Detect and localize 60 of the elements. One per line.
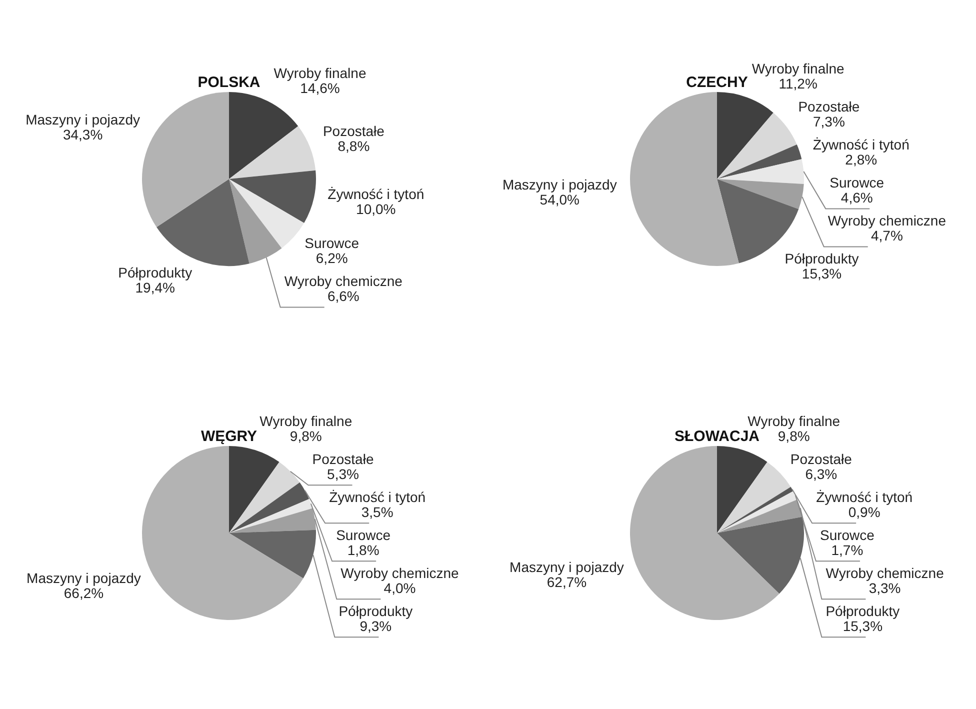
data-label: 6,6%: [327, 288, 360, 304]
data-label: 15,3%: [842, 618, 883, 634]
data-label: 1,8%: [347, 542, 380, 558]
data-label: 8,8%: [338, 138, 370, 154]
slice-label: Pozostałe: [798, 98, 860, 115]
data-label: 4,6%: [840, 190, 873, 206]
slice-label: Wyroby finalne: [748, 412, 840, 429]
data-label: 6,2%: [316, 250, 348, 266]
slice-label: Żywność i tytoń: [329, 488, 426, 505]
data-label: 10,0%: [356, 201, 396, 218]
slice-label: Pozostałe: [790, 450, 852, 467]
data-label: 54,0%: [540, 192, 580, 208]
data-label: 3,3%: [868, 580, 901, 596]
slice-label: Surowce: [830, 174, 884, 191]
slice-label: Wyroby finalne: [260, 412, 352, 429]
slice-label: Żywność i tytoń: [328, 186, 424, 202]
data-label: 9,3%: [360, 618, 392, 634]
data-label: 9,8%: [290, 428, 322, 444]
slice-label: Wyroby chemiczne: [826, 564, 944, 581]
data-label: 11,2%: [778, 76, 818, 92]
slice-label: Półprodukty: [826, 602, 900, 619]
slice-label: Pozostałe: [322, 122, 385, 139]
data-label: 4,0%: [384, 580, 416, 596]
slice-label: Maszyny i pojazdy: [510, 559, 624, 576]
slice-label: Wyroby chemiczne: [284, 273, 403, 290]
data-label: 1,7%: [831, 542, 864, 558]
slice-label: Wyroby chemiczne: [828, 212, 946, 229]
data-label: 7,3%: [812, 114, 845, 130]
slice-label: Surowce: [820, 526, 875, 543]
slice-label: Maszyny i pojazdy: [502, 176, 617, 193]
data-label: 14,6%: [300, 80, 340, 96]
data-label: 15,3%: [802, 266, 842, 282]
data-label: 3,5%: [361, 504, 394, 520]
slice-label: Surowce: [304, 235, 360, 252]
slice-label: Maszyny i pojazdy: [26, 570, 141, 586]
slice-label: Wyroby finalne: [752, 60, 845, 77]
data-label: 9,8%: [778, 428, 810, 444]
data-label: 62,7%: [546, 574, 587, 590]
slice-label: Półprodukty: [118, 264, 192, 280]
text: POLSKA: [198, 74, 260, 92]
slice-label: Maszyny i pojazdy: [26, 111, 140, 128]
text: SŁOWACJA: [674, 428, 760, 446]
text: CZECHY: [686, 74, 748, 92]
slice-label: Pozostałe: [312, 450, 374, 467]
data-label: 6,3%: [805, 466, 838, 482]
text: WĘGRY: [200, 428, 258, 446]
data-label: 19,4%: [135, 279, 175, 296]
slice-label: Półprodukty: [338, 602, 413, 619]
data-label: 34,3%: [62, 126, 103, 142]
slice-label: Żywność i tytoń: [816, 488, 913, 505]
data-label: 5,3%: [327, 466, 359, 482]
slice-label: Wyroby finalne: [274, 65, 366, 82]
slice-label: Żywność i tytoń: [812, 136, 910, 153]
data-label: 2,8%: [845, 152, 878, 168]
slice-label: Wyroby chemiczne: [340, 564, 460, 581]
data-label: 66,2%: [64, 585, 104, 602]
slice-label: Surowce: [336, 526, 391, 543]
slice-label: Półprodukty: [784, 250, 859, 267]
data-label: 4,7%: [870, 228, 903, 244]
data-label: 0,9%: [848, 504, 880, 520]
